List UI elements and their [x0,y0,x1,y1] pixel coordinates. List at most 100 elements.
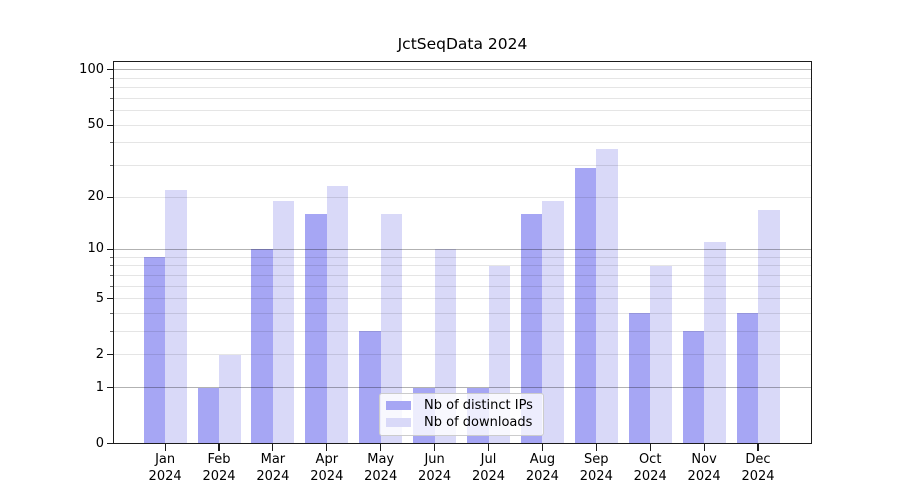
legend-item-downloads: Nb of downloads [386,415,535,430]
minor-gridline-40 [114,142,811,144]
y-minor-tick-mark-7 [109,274,113,276]
x-tick-label-apr: Apr 2024 [310,452,344,484]
bar-distinct-ips-aug [520,214,543,444]
major-gridline-100 [114,69,811,71]
bar-downloads-jan [165,189,187,444]
minor-gridline-50 [114,124,811,126]
minor-gridline-90 [114,77,811,79]
x-tick-mark-mar [272,444,274,451]
x-tick-mark-jan [164,444,166,451]
y-tick-mark-10 [106,248,113,251]
major-gridline-1 [114,387,811,389]
y-tick-mark-50 [106,124,113,126]
x-tick-label-jul: Jul 2024 [471,452,506,484]
minor-gridline-7 [114,274,811,276]
x-tick-label-mar: Mar 2024 [256,452,290,484]
minor-gridline-5 [114,298,811,300]
x-tick-mark-jun [434,444,436,451]
y-tick-mark-20 [106,196,113,198]
bar-distinct-ips-apr [305,214,327,444]
x-tick-mark-nov [703,444,705,451]
y-minor-tick-mark-70 [109,97,113,99]
bar-downloads-nov [704,242,726,444]
x-tick-label-feb: Feb 2024 [202,452,236,484]
x-tick-mark-sep [595,444,597,451]
minor-gridline-6 [114,285,811,287]
bar-downloads-dec [758,209,780,444]
x-tick-label-aug: Aug 2024 [525,452,559,484]
x-tick-label-may: May 2024 [364,452,398,484]
bar-downloads-oct [650,265,672,444]
y-tick-label-1: 1 [95,379,104,395]
x-tick-label-sep: Sep 2024 [579,452,613,484]
bar-distinct-ips-dec [736,313,758,444]
y-minor-tick-mark-3 [109,330,113,332]
plot-area-border [113,61,812,444]
x-tick-label-nov: Nov 2024 [687,452,721,484]
bar-downloads-may [380,214,403,444]
y-tick-mark-100 [106,69,113,71]
bar-distinct-ips-may [359,331,381,444]
x-tick-mark-apr [326,444,328,451]
y-minor-tick-mark-40 [109,142,113,144]
minor-gridline-2 [114,354,811,356]
bar-downloads-aug [542,201,564,444]
x-tick-label-oct: Oct 2024 [633,452,667,484]
legend-swatch-downloads [386,417,411,428]
x-tick-mark-may [380,444,382,451]
bar-downloads-mar [272,201,295,444]
bar-distinct-ips-mar [251,249,273,444]
bar-distinct-ips-nov [682,331,705,444]
bar-downloads-apr [326,186,349,444]
y-minor-tick-mark-9 [109,256,113,258]
y-tick-label-2: 2 [95,346,104,362]
y-minor-tick-mark-6 [109,285,113,287]
chart-title: JctSeqData 2024 [397,35,528,53]
y-tick-label-20: 20 [87,189,104,205]
bar-distinct-ips-oct [628,313,651,444]
x-tick-mark-jul [487,444,490,451]
legend-label-distinct-ips: Nb of distinct IPs [424,397,533,413]
bar-downloads-feb [219,354,241,444]
y-tick-mark-1 [106,386,113,389]
y-minor-tick-mark-4 [109,312,113,314]
minor-gridline-8 [114,265,811,267]
x-tick-mark-dec [757,444,759,451]
x-tick-label-jun: Jun 2024 [418,452,452,484]
y-tick-label-100: 100 [79,61,104,77]
y-minor-tick-mark-80 [109,87,113,89]
minor-gridline-4 [114,312,811,314]
legend-label-downloads: Nb of downloads [424,415,533,431]
bar-downloads-sep [596,149,618,444]
minor-gridline-9 [114,256,811,258]
y-tick-label-5: 5 [95,290,104,306]
y-minor-tick-mark-30 [109,165,113,167]
bar-distinct-ips-jan [143,257,166,444]
y-tick-mark-2 [106,354,113,356]
y-minor-tick-mark-8 [109,265,113,267]
x-tick-label-jan: Jan 2024 [148,452,182,484]
y-tick-label-50: 50 [87,117,104,133]
y-tick-mark-0 [106,443,113,445]
y-tick-mark-5 [106,297,113,300]
y-minor-tick-mark-90 [109,77,113,79]
bar-distinct-ips-sep [574,168,597,444]
minor-gridline-30 [114,165,811,167]
minor-gridline-20 [114,196,811,198]
x-tick-mark-oct [649,444,651,451]
y-tick-label-10: 10 [87,241,104,257]
major-gridline-10 [114,248,811,250]
y-tick-label-0: 0 [95,435,104,451]
x-tick-mark-aug [541,444,543,451]
legend-swatch-distinct-ips [386,400,411,411]
minor-gridline-80 [114,87,811,89]
legend: Nb of distinct IPs Nb of downloads [379,392,544,436]
minor-gridline-60 [114,110,811,112]
minor-gridline-3 [114,330,811,332]
minor-gridline-70 [114,97,811,99]
bar-distinct-ips-feb [197,387,219,444]
legend-item-distinct-ips: Nb of distinct IPs [386,398,535,413]
